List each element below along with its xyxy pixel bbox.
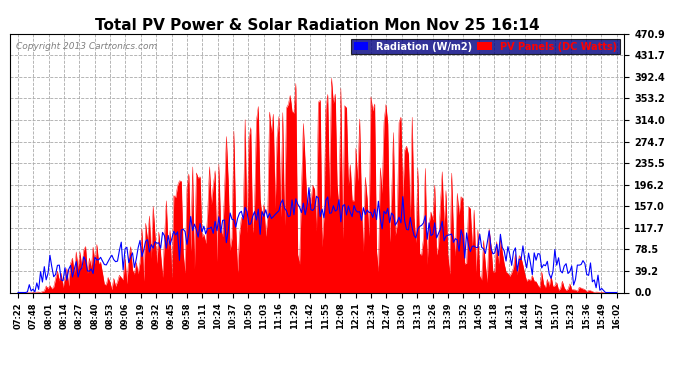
Text: Copyright 2013 Cartronics.com: Copyright 2013 Cartronics.com	[17, 42, 158, 51]
Legend: Radiation (W/m2), PV Panels (DC Watts): Radiation (W/m2), PV Panels (DC Watts)	[351, 39, 620, 54]
Title: Total PV Power & Solar Radiation Mon Nov 25 16:14: Total PV Power & Solar Radiation Mon Nov…	[95, 18, 540, 33]
